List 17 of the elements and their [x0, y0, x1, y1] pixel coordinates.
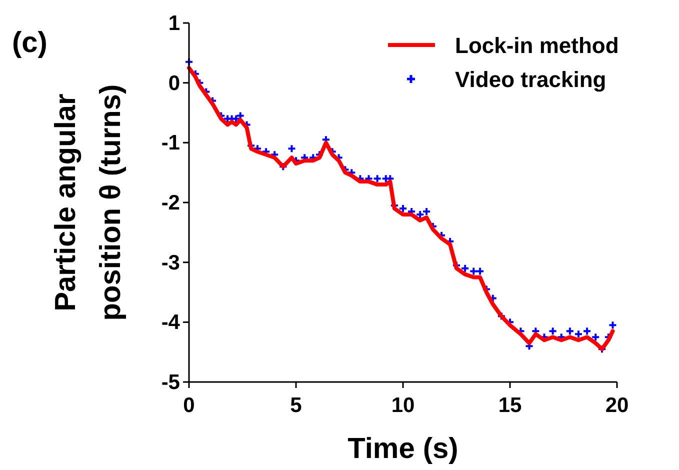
x-tick-label: 10	[391, 394, 415, 417]
y-tick-label: -2	[161, 192, 180, 214]
x-tick-label: 5	[290, 394, 302, 417]
x-tick-label: 20	[605, 394, 629, 417]
x-tick-label: 0	[183, 394, 195, 417]
legend-label: Video tracking	[455, 67, 606, 92]
x-tick-label: 15	[498, 394, 522, 417]
y-tick-label: 0	[168, 72, 180, 95]
y-tick-label: -4	[161, 311, 180, 334]
y-tick-label: -5	[161, 371, 180, 394]
y-axis-title: Particle angular position θ (turns)	[50, 84, 127, 321]
y-tick-label: 1	[168, 12, 180, 35]
legend-label: Lock-in method	[455, 33, 619, 58]
x-axis-title: Time (s)	[348, 433, 458, 465]
text: (c)	[12, 27, 48, 59]
y-tick-label: -1	[161, 132, 180, 155]
y-tick-label: -3	[161, 251, 180, 274]
